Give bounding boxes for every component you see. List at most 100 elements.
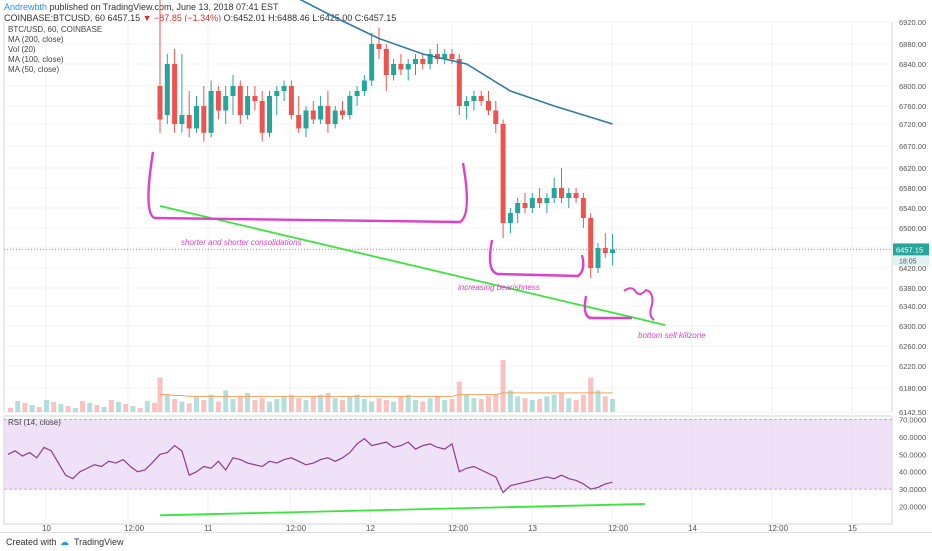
- legend-entry: BTC/USD, 60, COINBASE: [8, 25, 102, 34]
- rsi-trendline: [159, 503, 646, 517]
- time-tick-label: 10: [42, 524, 51, 532]
- volume-bar: [478, 399, 484, 412]
- candle-body: [493, 110, 499, 124]
- candle-body: [259, 101, 265, 133]
- last-price: 6457.15: [107, 13, 141, 23]
- rsi-legend: RSI (14, close): [8, 418, 61, 427]
- bearishness-annotation: increasing bearishness: [458, 283, 540, 292]
- candle-body: [230, 86, 236, 96]
- volume-bar: [130, 406, 136, 412]
- candle-body: [332, 110, 338, 124]
- volume-bar: [507, 390, 513, 412]
- price-tick-label: 6260.00: [899, 342, 926, 351]
- volume-bar: [471, 398, 477, 412]
- price-tick-label: 6880.00: [899, 40, 926, 49]
- candle-body: [186, 115, 192, 129]
- volume-bar: [194, 396, 199, 412]
- author-name[interactable]: Andrewbth: [4, 2, 48, 12]
- candle-body: [318, 106, 324, 120]
- volume-bar: [580, 394, 586, 412]
- volume-bar: [179, 401, 185, 412]
- bearishness-marker: [488, 239, 585, 278]
- candle-body: [529, 198, 535, 208]
- price-tick-label: 6380.00: [899, 284, 926, 293]
- volume-bar: [413, 399, 418, 412]
- volume-bar: [537, 399, 543, 412]
- volume-bar: [405, 394, 411, 412]
- price-tick-label: 6920.00: [899, 18, 926, 27]
- volume-bar: [252, 399, 258, 412]
- consolidation-marker: [147, 151, 469, 224]
- volume-bar: [595, 390, 601, 412]
- candle-body: [376, 44, 382, 49]
- volume-bar: [208, 394, 214, 412]
- candle-body: [157, 86, 163, 120]
- tradingview-brand[interactable]: TradingView: [74, 537, 124, 547]
- volume-bar: [515, 396, 521, 412]
- volume-bar: [529, 399, 535, 412]
- time-tick-label: 12:00: [608, 524, 629, 532]
- time-tick-label: 12:00: [286, 524, 307, 532]
- legend-entry: MA (200, close): [8, 35, 64, 44]
- ohlc-line: COINBASE:BTCUSD, 60 6457.15 ▼ −87.85 (−1…: [4, 13, 396, 23]
- volume-bar: [288, 394, 294, 412]
- rsi-line: [7, 437, 613, 494]
- volume-bar: [566, 398, 572, 412]
- candle-body: [288, 86, 294, 115]
- volume-bar: [456, 381, 462, 412]
- candle-body: [237, 86, 243, 115]
- volume-bar: [44, 400, 49, 412]
- volume-bar: [172, 399, 178, 412]
- volume-bar: [522, 398, 528, 412]
- created-with-text: Created with: [6, 537, 57, 547]
- candle-body: [420, 59, 426, 64]
- candle-body: [471, 96, 477, 101]
- volume-bar: [237, 396, 243, 412]
- candle-body: [164, 64, 170, 115]
- volume-bar: [267, 401, 272, 412]
- killzone-annotation: bottom sell killzone: [638, 331, 706, 340]
- candle-body: [347, 96, 353, 115]
- price-tick-label: 6220.00: [899, 362, 926, 371]
- volume-bar: [201, 399, 207, 412]
- candle-body: [449, 54, 455, 59]
- volume-bar: [29, 405, 35, 412]
- volume-bar: [80, 401, 85, 412]
- price-chart[interactable]: 10 12:00 11 12:00 12 12:00 13 12:00 14 12:00 15 614…: [0, 0, 932, 532]
- consolidation-annotation: shorter and shorter consolidations: [181, 238, 302, 247]
- volume-bar: [137, 408, 143, 412]
- time-tick-label: 13: [528, 524, 537, 532]
- candle-body: [310, 110, 316, 120]
- volume-bar: [420, 401, 426, 412]
- volume-bar: [602, 396, 608, 412]
- volume-bar: [573, 399, 579, 412]
- volume-bar: [65, 406, 71, 412]
- volume-bar: [215, 401, 221, 412]
- volume-bar: [354, 394, 360, 412]
- rsi-tick-label: 60.0000: [899, 433, 926, 442]
- volume-bar: [318, 394, 324, 412]
- volume-bar: [58, 404, 64, 412]
- volume-bar: [281, 396, 287, 412]
- volume-bar: [449, 399, 455, 412]
- scribble-marker: [623, 287, 655, 321]
- volume-bar: [493, 394, 499, 412]
- candle-body: [602, 248, 608, 253]
- candle-body: [383, 49, 389, 75]
- candle-body: [442, 54, 448, 59]
- volume-bar: [152, 403, 157, 412]
- publish-line: Andrewbth published on TradingView.com, …: [4, 2, 279, 12]
- volume-bar: [332, 398, 338, 412]
- candle-body: [172, 64, 178, 124]
- price-tick-label: 6670.00: [899, 142, 926, 151]
- volume-bar: [8, 408, 13, 412]
- ma50-line: [299, 0, 613, 125]
- volume-bar: [15, 401, 21, 412]
- last-price-badge: [893, 243, 929, 256]
- volume-bar: [442, 399, 448, 412]
- candle-body: [405, 64, 411, 70]
- candle-body: [588, 218, 594, 268]
- candle-body: [208, 91, 214, 133]
- candle-body: [500, 124, 506, 223]
- candle-body: [223, 96, 229, 111]
